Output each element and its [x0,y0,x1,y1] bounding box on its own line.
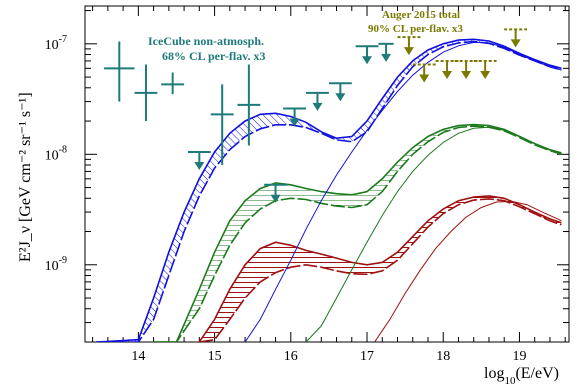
auger-label-line1: Auger 2015 total [382,9,460,21]
blue-band-lower [96,40,562,342]
red-component-line [374,200,562,342]
icecube-upper-limit-head [335,93,346,102]
x-tick-label: 17 [360,349,374,364]
blue-band-upper [96,38,562,342]
auger-upper-limit-head [403,47,414,56]
y-tick-label: 10-8 [45,144,67,163]
red-band-lower [199,198,562,342]
icecube-upper-limit-head [289,118,300,127]
axis-ticks [85,6,569,343]
x-tick-label: 16 [284,349,298,364]
model-components [244,41,562,342]
auger-upper-limit-head [461,70,472,79]
green-band-upper [153,123,562,342]
y-tick-labels: 10-9 10-8 10-7 [45,34,67,274]
x-tick-labels: 14 15 16 17 18 19 [131,349,526,364]
icecube-upper-limit-head [362,56,373,65]
model-bands [96,38,562,342]
green-band-lower [153,125,562,342]
icecube-label-line2: 68% CL per-flav. x3 [162,49,266,63]
x-tick-label: 18 [436,349,450,364]
blue-component-line [244,41,562,342]
auger-label-line2: 90% CL per-flav. x3 [368,23,463,35]
x-tick-label: 19 [512,349,526,364]
icecube-upper-limit-head [194,161,205,170]
x-tick-label: 14 [131,349,145,364]
experimental-limits [104,28,528,203]
y-tick-label: 10-9 [45,255,67,274]
icecube-upper-limit-head [381,53,392,62]
x-tick-label: 15 [208,349,222,364]
green-component-line [305,126,562,342]
auger-upper-limit-head [419,74,430,83]
auger-upper-limit-head [510,39,521,48]
red-band-upper [198,195,562,342]
x-axis-title: log10(E/eV) [484,365,559,387]
auger-upper-limit-head [480,70,491,79]
green-band-fill [153,124,562,342]
icecube-upper-limit-head [270,194,281,203]
plot-frame [84,5,570,343]
icecube-label-line1: IceCube non-atmosph. [148,34,264,48]
auger-upper-limit-head [442,70,453,79]
y-axis-title: E²J_ν [GeV cm⁻² sr⁻¹ s⁻¹] [17,92,34,262]
icecube-upper-limit-head [312,102,323,111]
red-band-fill [199,195,562,342]
y-tick-label: 10-7 [45,34,67,53]
